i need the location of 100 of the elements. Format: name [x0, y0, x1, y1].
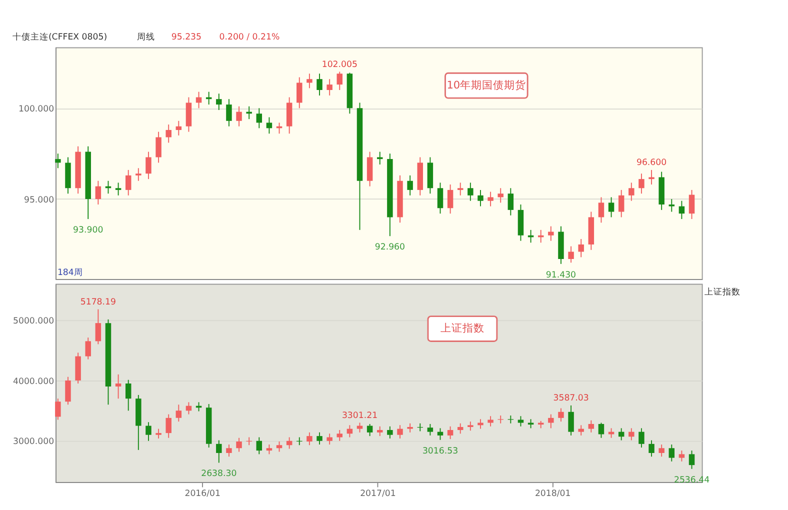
candlestick [115, 374, 122, 400]
candlestick [176, 404, 182, 422]
candlestick [166, 414, 172, 438]
text: 周线 [136, 32, 155, 43]
candlestick [176, 120, 182, 136]
candlestick [437, 182, 444, 214]
annotation: 2638.30 [201, 469, 237, 480]
candlestick [508, 188, 514, 216]
candlestick [115, 182, 122, 196]
candlestick [407, 174, 413, 196]
candlestick [296, 76, 302, 109]
annotation: 5178.19 [80, 297, 116, 308]
candlestick [146, 422, 152, 442]
candlestick [548, 414, 554, 429]
x-tick-label: 2018/01 [534, 488, 571, 499]
candlestick [186, 96, 192, 132]
candlestick [387, 426, 393, 439]
x-tick-label: 2017/01 [360, 488, 396, 499]
y-tick-label: 4000.000 [13, 376, 54, 387]
annotation: 2536.44 [674, 475, 710, 486]
candlestick [256, 108, 262, 129]
candlestick [146, 151, 152, 180]
candlestick [498, 188, 504, 204]
candlestick [648, 440, 654, 458]
candlestick [306, 73, 312, 89]
candlestick [266, 116, 272, 134]
candlestick [488, 416, 494, 427]
annotation: 91.430 [546, 270, 576, 280]
candlestick [286, 436, 292, 450]
text: 十债主连(CFFEX 0805) [12, 32, 108, 43]
candlestick [55, 398, 61, 420]
candlestick [608, 196, 614, 218]
candlestick [568, 404, 574, 436]
candlestick [377, 426, 383, 437]
candlestick [658, 444, 664, 458]
y-tick-label: 100.000 [18, 104, 54, 115]
candlestick [216, 440, 222, 464]
candlestick [648, 169, 654, 185]
candlestick [316, 73, 322, 96]
candlestick [125, 169, 132, 196]
text: 95.235 [171, 32, 202, 43]
candlestick [598, 422, 604, 438]
candlestick [216, 93, 222, 110]
candlestick [628, 428, 634, 441]
candlestick [638, 173, 644, 194]
candlestick [65, 376, 71, 406]
candlestick [377, 151, 383, 165]
candlestick [618, 189, 624, 218]
candlestick [668, 444, 675, 462]
candlestick [588, 420, 594, 433]
candlestick [156, 428, 162, 439]
candlestick [578, 238, 584, 258]
text: 上证指数 [440, 322, 484, 335]
candlestick [366, 151, 373, 187]
text: 0.200 / 0.21% [219, 32, 280, 43]
candlestick [688, 450, 695, 470]
candlestick [468, 421, 474, 432]
candlestick [326, 433, 332, 445]
candlestick [256, 436, 262, 455]
candlestick [457, 182, 464, 196]
candlestick [598, 196, 604, 224]
candlestick [85, 337, 91, 360]
y-tick-label: 3000.000 [13, 437, 54, 448]
annotation: 3587.03 [553, 394, 589, 404]
annotation: 3301.21 [342, 410, 378, 421]
candlestick [336, 430, 343, 442]
candlestick [306, 432, 312, 446]
annotation: 102.005 [322, 60, 358, 70]
candlestick [366, 423, 373, 437]
candlestick [55, 153, 61, 169]
candlestick [236, 106, 242, 127]
annotation: 96.600 [636, 158, 667, 168]
candlestick [488, 191, 494, 207]
candlestick [638, 428, 644, 448]
candlestick [286, 96, 292, 134]
candlestick [678, 200, 685, 220]
candlestick [326, 78, 332, 96]
annotation: 93.900 [73, 225, 104, 236]
candlestick [266, 444, 272, 455]
candlestick [336, 71, 343, 90]
y-tick-label: 5000.000 [13, 316, 54, 326]
candlestick [125, 379, 132, 412]
candlestick [688, 189, 695, 220]
candlestick [628, 182, 634, 202]
candlestick [578, 424, 584, 436]
candlestick [568, 246, 574, 264]
annotation: 184周 [57, 267, 83, 278]
candlestick [226, 98, 232, 127]
candlestick [668, 198, 675, 212]
text: 10年期国债期货 [446, 79, 526, 92]
candlestick [518, 416, 524, 427]
candlestick [468, 182, 474, 202]
candlestick [447, 184, 454, 214]
candlestick [457, 422, 464, 434]
annotation: 92.960 [374, 242, 405, 253]
y-tick-label: 95.000 [24, 195, 54, 206]
candlestick [397, 424, 403, 439]
x-tick-label: 2016/01 [184, 488, 221, 499]
candlestick [548, 226, 554, 242]
candlestick [407, 422, 413, 433]
